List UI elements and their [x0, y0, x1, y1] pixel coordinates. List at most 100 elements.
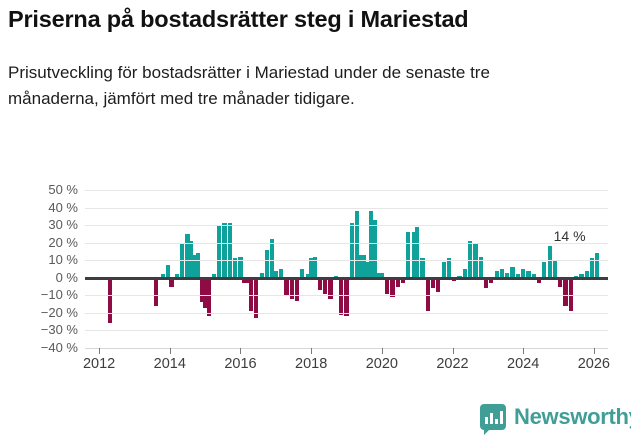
bar — [270, 239, 275, 278]
x-axis-label: 2018 — [295, 356, 328, 372]
bar — [526, 270, 531, 278]
bar-chart: 50 % 40 % 30 % 20 % 10 % 0 % −10 % −20 % −30 % −4… — [0, 180, 631, 395]
gridline — [85, 295, 608, 297]
bar — [595, 253, 600, 278]
bar — [323, 277, 328, 294]
x-axis-tick — [240, 348, 242, 354]
bar — [169, 277, 174, 287]
bar — [415, 226, 420, 278]
gridline — [85, 242, 608, 244]
bar — [385, 277, 390, 294]
x-axis-tick — [452, 348, 454, 354]
bar — [515, 274, 520, 278]
bar-series — [85, 190, 608, 348]
y-axis-labels: 50 % 40 % 30 % 20 % 10 % 0 % −10 % −20 % −30 % −4… — [0, 182, 78, 355]
x-axis-tick — [311, 348, 313, 354]
bar — [579, 274, 584, 278]
bar — [199, 277, 204, 303]
bar — [300, 269, 305, 278]
bar-chart-speech-bubble-icon — [480, 404, 506, 435]
x-axis-label: 2016 — [224, 356, 257, 372]
y-axis-label: −20 % — [40, 304, 78, 320]
bar — [462, 269, 467, 278]
x-axis-label: 2014 — [153, 356, 186, 372]
bar — [510, 267, 515, 278]
bar — [358, 254, 363, 278]
x-axis-label: 2024 — [507, 356, 540, 372]
bar — [248, 277, 254, 312]
bar — [531, 274, 536, 278]
bar — [521, 269, 526, 278]
logo-wordmark: Newsworthy — [514, 404, 631, 429]
bar — [344, 277, 349, 317]
bar — [483, 277, 489, 289]
bar — [430, 277, 436, 289]
bar — [241, 277, 247, 284]
bar — [245, 277, 250, 284]
bar — [217, 225, 222, 278]
bar — [254, 277, 259, 319]
bar — [305, 274, 310, 278]
plot-area — [85, 190, 608, 349]
bar — [188, 240, 194, 278]
bar — [206, 277, 211, 317]
y-axis-label: 0 % — [55, 269, 78, 285]
bar — [153, 277, 158, 306]
bar — [489, 277, 494, 284]
gridline — [85, 260, 608, 262]
y-axis-label: 50 % — [48, 182, 78, 197]
bar — [436, 277, 441, 292]
gridline — [85, 190, 608, 191]
x-axis-label: 2012 — [82, 356, 116, 372]
bar — [369, 211, 374, 278]
x-axis-label: 2026 — [577, 356, 610, 372]
bar — [441, 261, 446, 278]
bar — [238, 256, 243, 278]
y-axis-label: −10 % — [40, 287, 78, 303]
gridline — [85, 225, 608, 227]
bar — [468, 240, 473, 278]
bar — [390, 277, 395, 298]
x-axis-label: 2022 — [436, 356, 469, 372]
x-axis-tick — [99, 348, 101, 354]
bar — [400, 277, 406, 284]
bar — [395, 277, 400, 287]
bar — [222, 223, 227, 278]
bar — [589, 258, 595, 278]
newsworthy-logo[interactable]: Newsworthy — [480, 404, 631, 435]
bar — [379, 272, 384, 278]
bar — [349, 223, 354, 278]
bar — [411, 232, 416, 278]
bar — [195, 253, 201, 278]
y-axis-label: −40 % — [40, 340, 78, 355]
bar — [279, 269, 284, 278]
bar — [552, 260, 558, 278]
bar — [309, 258, 314, 278]
bar — [264, 249, 270, 278]
bar — [542, 261, 547, 278]
bar — [406, 232, 411, 278]
bar — [160, 274, 165, 278]
bar — [425, 277, 430, 312]
page-subtitle: Prisutveckling för bostadsrätter i Marie… — [8, 63, 490, 108]
x-axis-tick — [381, 348, 383, 354]
last-value-annotation: 14 % — [553, 227, 586, 244]
bar — [372, 219, 377, 278]
x-axis-label: 2020 — [365, 356, 398, 372]
y-axis-label: 30 % — [48, 217, 78, 233]
bar — [174, 274, 179, 278]
x-axis-tick — [523, 348, 525, 354]
bar — [558, 277, 563, 287]
bar — [317, 277, 323, 291]
gridline — [85, 312, 608, 314]
bar — [294, 277, 300, 301]
bar — [376, 272, 381, 278]
bar — [203, 277, 208, 308]
bar — [536, 277, 542, 284]
gridline — [85, 330, 608, 332]
bar — [494, 270, 499, 278]
bar — [107, 277, 112, 324]
bar — [563, 277, 568, 306]
bar — [446, 258, 452, 278]
